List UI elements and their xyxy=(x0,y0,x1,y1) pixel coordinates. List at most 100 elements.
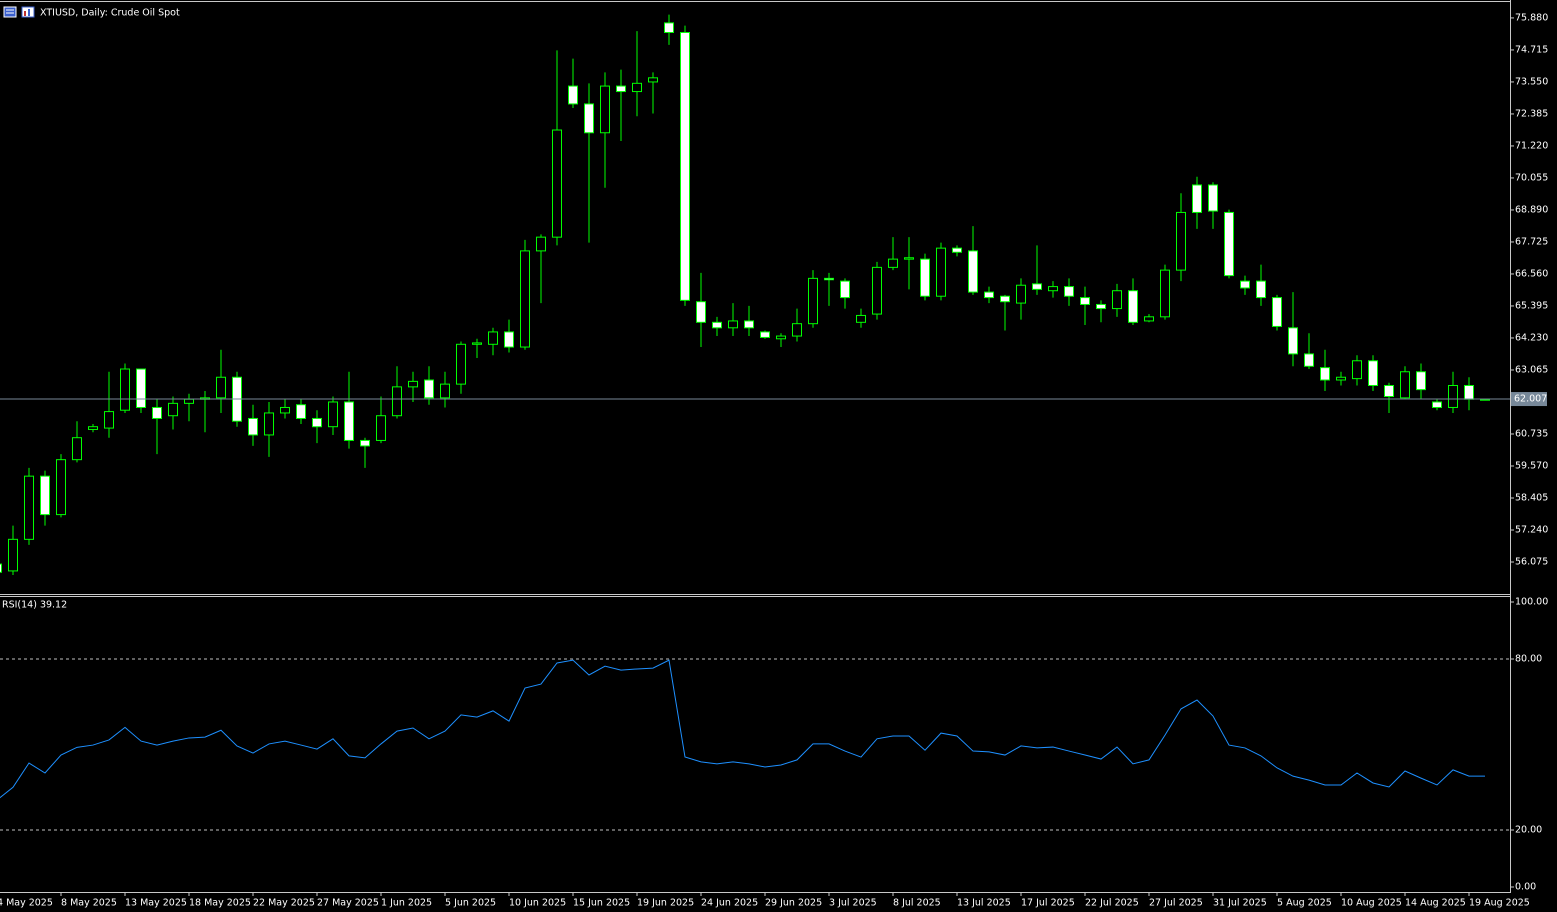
candle-body xyxy=(552,129,562,238)
candle-body xyxy=(408,380,418,388)
y-tick-label: 72.385 xyxy=(1515,108,1548,119)
candle-body xyxy=(280,406,290,414)
x-tick-label: 13 May 2025 xyxy=(125,898,187,909)
candle-body xyxy=(120,368,130,411)
candle-body xyxy=(216,376,226,399)
candle-body xyxy=(1256,280,1266,299)
y-tick-label: 67.725 xyxy=(1515,236,1548,247)
y-tick-label: 80.00 xyxy=(1515,654,1542,665)
x-tick-label: 19 Aug 2025 xyxy=(1469,898,1530,909)
candle-body xyxy=(1448,384,1458,408)
x-tick-label: 27 May 2025 xyxy=(317,898,379,909)
candle-body xyxy=(152,406,162,419)
candle-body xyxy=(1192,184,1202,213)
candle-body xyxy=(472,342,482,345)
x-tick-label: 10 Jun 2025 xyxy=(509,898,566,909)
y-tick-label: 58.405 xyxy=(1515,492,1548,503)
candle-body xyxy=(248,417,258,436)
x-tick-label: 22 May 2025 xyxy=(253,898,315,909)
candle-body xyxy=(936,247,946,297)
candle-body xyxy=(664,22,674,33)
candle-body xyxy=(488,331,498,345)
y-tick-label: 59.570 xyxy=(1515,460,1548,471)
current-price-box xyxy=(1511,392,1547,407)
rsi-line xyxy=(0,659,1485,799)
current-price-label: 62.007 xyxy=(1514,394,1547,405)
x-tick-label: 24 Jun 2025 xyxy=(701,898,758,909)
candle-body xyxy=(728,320,738,329)
candle-body xyxy=(1160,269,1170,318)
y-tick-label: 0.00 xyxy=(1515,882,1536,893)
rsi-group xyxy=(0,659,1485,799)
x-tick-label: 18 May 2025 xyxy=(189,898,251,909)
candle-body xyxy=(872,266,882,315)
y-tick-label: 63.065 xyxy=(1515,364,1548,375)
y-tick-label: 70.055 xyxy=(1515,172,1548,183)
candle-body xyxy=(312,417,322,428)
y-tick-label: 74.715 xyxy=(1515,44,1548,55)
candle-body xyxy=(856,314,866,323)
candle-body xyxy=(24,475,34,540)
y-tick-label: 20.00 xyxy=(1515,825,1542,836)
candles xyxy=(0,14,1490,576)
candle-body xyxy=(392,386,402,417)
candle-body xyxy=(600,85,610,134)
candle-body xyxy=(296,404,306,419)
candle-body xyxy=(1112,290,1122,310)
candle-body xyxy=(952,247,962,253)
candle-body xyxy=(1208,184,1218,212)
candle-body xyxy=(344,401,354,441)
candle-body xyxy=(808,277,818,325)
candle-body xyxy=(1128,290,1138,323)
candle-body xyxy=(376,415,386,441)
candle-body xyxy=(184,398,194,404)
candle-body xyxy=(568,85,578,105)
candle-body xyxy=(168,402,178,417)
candle-body xyxy=(1032,283,1042,290)
candle-body xyxy=(1336,376,1346,381)
y-tick-label: 75.880 xyxy=(1515,12,1548,23)
candle-body xyxy=(904,257,914,260)
x-tick-label: 5 Jun 2025 xyxy=(445,898,496,909)
candle-body xyxy=(1048,286,1058,292)
candle-body xyxy=(1320,367,1330,381)
candle-body xyxy=(1080,297,1090,305)
candle-body xyxy=(584,103,594,134)
candle-body xyxy=(1000,295,1010,303)
candle-body xyxy=(632,82,642,93)
x-tick-label: 22 Jul 2025 xyxy=(1085,898,1139,909)
candle-body xyxy=(440,383,450,399)
candle-body xyxy=(1368,360,1378,386)
y-tick-label: 57.240 xyxy=(1515,524,1548,535)
candle-body xyxy=(536,236,546,252)
candle-body xyxy=(1304,353,1314,367)
x-tick-label: 13 Jul 2025 xyxy=(957,898,1011,909)
candle-body xyxy=(744,320,754,329)
candle-body xyxy=(1352,360,1362,380)
candle-body xyxy=(0,563,2,573)
candle-body xyxy=(1400,371,1410,399)
candle-body xyxy=(504,331,514,348)
y-tick-label: 64.230 xyxy=(1515,332,1548,343)
y-tick-label: 73.550 xyxy=(1515,76,1548,87)
candle-body xyxy=(328,401,338,428)
candle-body xyxy=(1416,371,1426,391)
candle-body xyxy=(1176,211,1186,271)
x-tick-label: 27 Jul 2025 xyxy=(1149,898,1203,909)
candle-body xyxy=(136,368,146,408)
candle-body xyxy=(1464,384,1474,400)
candle-body xyxy=(72,437,82,461)
candle-body xyxy=(984,291,994,299)
y-tick-label: 71.220 xyxy=(1515,140,1548,151)
candle-body xyxy=(792,323,802,337)
y-tick-label: 56.075 xyxy=(1515,556,1548,567)
indicator-title: RSI(14) 39.12 xyxy=(2,600,67,611)
candle-body xyxy=(8,538,18,572)
candle-body xyxy=(712,321,722,329)
x-tick-label: 10 Aug 2025 xyxy=(1341,898,1402,909)
candle-body xyxy=(456,343,466,385)
y-tick-label: 66.560 xyxy=(1515,268,1548,279)
candle-body xyxy=(1240,280,1250,289)
